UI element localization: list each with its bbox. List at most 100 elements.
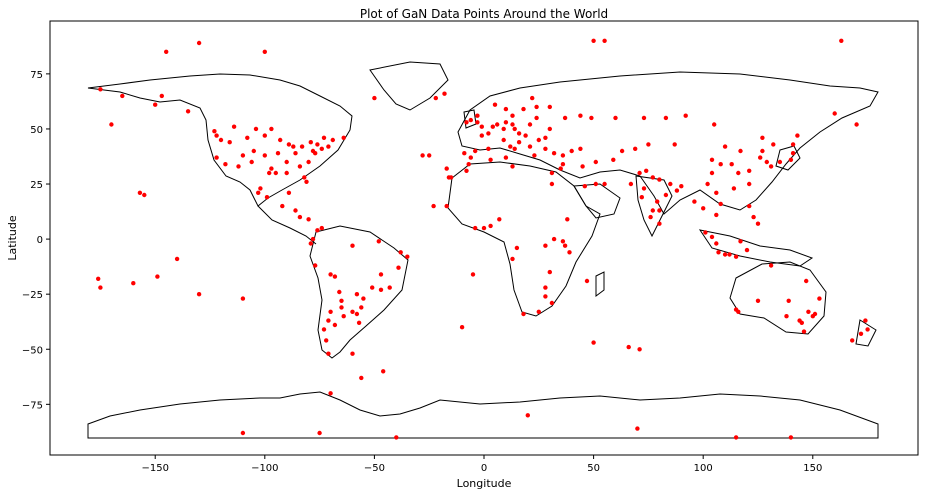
data-point — [328, 391, 333, 396]
data-point — [650, 175, 655, 180]
data-point — [801, 329, 807, 334]
data-point — [722, 144, 728, 149]
data-point — [560, 162, 566, 167]
data-point — [341, 135, 346, 140]
data-point — [727, 252, 732, 257]
y-tick-label: −25 — [22, 290, 43, 301]
data-point — [560, 239, 566, 244]
data-point — [328, 309, 333, 314]
data-point — [613, 115, 618, 121]
data-point — [510, 122, 515, 127]
data-point — [771, 142, 776, 147]
data-point — [337, 289, 342, 295]
data-point — [565, 217, 570, 222]
data-point — [751, 214, 756, 220]
data-point — [582, 184, 587, 189]
data-point — [747, 181, 752, 187]
data-point — [790, 151, 796, 156]
data-point — [326, 318, 331, 323]
data-point — [584, 278, 590, 284]
data-point — [558, 166, 563, 171]
data-point — [433, 95, 438, 101]
y-tick-label: 50 — [30, 125, 43, 136]
data-point — [249, 159, 254, 165]
data-point — [387, 285, 392, 290]
data-point — [786, 298, 791, 303]
data-point — [503, 155, 509, 160]
data-point — [185, 109, 191, 114]
data-point — [310, 236, 316, 242]
y-axis: 75 50 25 0 −25 −50 −75 — [22, 70, 50, 411]
data-point — [306, 217, 311, 222]
data-point — [317, 430, 322, 436]
data-point — [350, 309, 355, 314]
data-point — [240, 153, 246, 158]
x-tick-label: 100 — [694, 463, 713, 474]
data-point — [530, 95, 535, 101]
data-point — [475, 120, 480, 125]
data-point — [560, 153, 566, 158]
data-point — [481, 225, 487, 231]
data-point — [760, 135, 765, 140]
data-point — [468, 155, 473, 160]
data-point — [196, 292, 202, 297]
data-point — [543, 135, 548, 140]
data-point — [672, 142, 677, 147]
data-point — [159, 93, 164, 99]
data-point — [768, 263, 774, 268]
data-point — [372, 95, 377, 101]
data-point — [223, 162, 228, 167]
data-point — [396, 265, 401, 270]
data-point — [534, 104, 539, 110]
data-point — [729, 162, 734, 167]
data-point — [302, 175, 307, 180]
data-point — [286, 190, 292, 195]
data-points — [96, 38, 870, 440]
data-point — [764, 159, 769, 165]
data-point — [641, 186, 647, 191]
data-point — [258, 186, 263, 191]
data-point — [646, 142, 651, 147]
data-point — [516, 131, 522, 136]
data-point — [354, 292, 360, 297]
data-point — [562, 115, 568, 121]
data-point — [326, 351, 331, 356]
map-japan — [775, 145, 801, 171]
data-point — [214, 155, 219, 160]
data-point — [501, 137, 506, 143]
data-point — [602, 181, 607, 187]
data-point — [131, 281, 136, 286]
data-point — [650, 208, 655, 213]
data-point — [240, 296, 246, 301]
data-point — [709, 234, 715, 240]
data-point — [534, 115, 539, 121]
data-point — [153, 102, 158, 107]
data-point — [683, 113, 688, 118]
data-point — [321, 327, 327, 332]
data-point — [267, 170, 272, 176]
data-point — [858, 331, 864, 336]
data-point — [462, 151, 467, 156]
data-point — [503, 106, 509, 112]
data-point — [313, 263, 318, 268]
data-point — [370, 285, 375, 290]
data-point — [865, 327, 870, 332]
data-point — [705, 181, 710, 187]
data-point — [196, 40, 202, 46]
data-point — [291, 144, 296, 149]
data-point — [674, 188, 680, 193]
y-tick-label: 75 — [30, 70, 43, 81]
data-point — [251, 148, 256, 154]
data-point — [359, 305, 364, 310]
map-central-america — [257, 205, 317, 245]
data-point — [442, 91, 447, 96]
data-point — [468, 117, 473, 123]
data-point — [330, 137, 335, 143]
data-point — [788, 435, 794, 440]
data-point — [839, 38, 844, 43]
data-point — [657, 208, 662, 213]
data-point — [655, 199, 660, 204]
map-europe-asia — [457, 71, 879, 215]
data-point — [628, 181, 634, 187]
data-point — [488, 223, 493, 229]
